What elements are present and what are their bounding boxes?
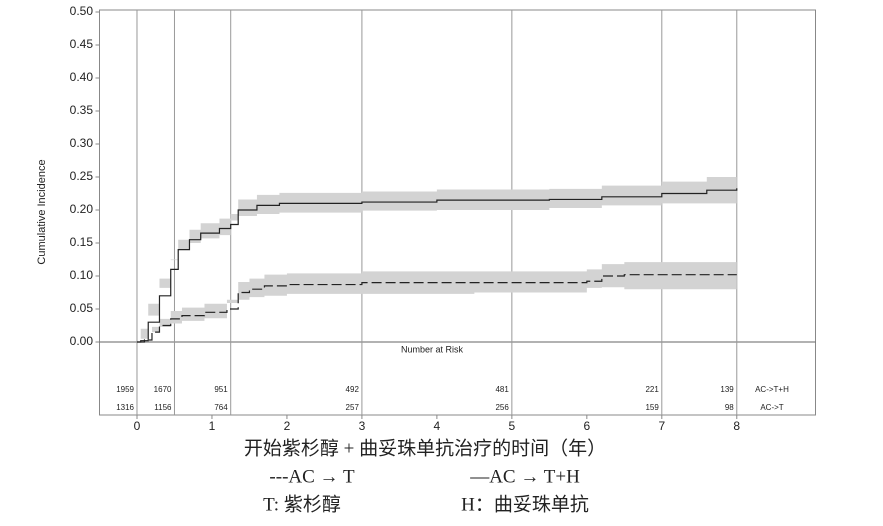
y-tick-label: 0.30 [70, 136, 94, 150]
y-tick-label: 0.00 [70, 334, 94, 348]
x-tick-label: 4 [434, 419, 441, 433]
y-tick-label: 0.05 [70, 301, 94, 315]
x-tick-label: 6 [583, 419, 590, 433]
y-tick-label: 0.10 [70, 268, 94, 282]
legend-entry: ---AC → T [269, 466, 355, 487]
x-tick-label: 8 [733, 419, 740, 433]
x-tick-label: 1 [209, 419, 216, 433]
confidence-band [136, 258, 737, 342]
risk-count: 221 [645, 385, 659, 394]
plot-frame [99, 9, 816, 416]
risk-count: 1670 [154, 385, 172, 394]
risk-count: 492 [346, 385, 360, 394]
note: T: 紫杉醇 [263, 493, 341, 515]
y-tick-label: 0.15 [70, 235, 94, 249]
y-tick-label: 0.40 [70, 70, 94, 84]
incidence-line [136, 274, 737, 343]
risk-count: 1959 [116, 385, 134, 394]
risk-count: 256 [495, 403, 509, 412]
risk-count: 764 [214, 403, 228, 412]
risk-count: 1156 [154, 403, 172, 412]
incidence-line [136, 188, 738, 343]
note: H：曲妥珠单抗 [461, 493, 589, 515]
legend-entry: —AC → T+H [469, 466, 580, 487]
x-tick-label: 7 [658, 419, 665, 433]
y-tick-label: 0.50 [70, 4, 94, 18]
risk-count: 257 [346, 403, 360, 412]
risk-count: 951 [214, 385, 228, 394]
y-axis-label: Cumulative Incidence [36, 159, 48, 264]
x-tick-label: 2 [284, 419, 291, 433]
risk-count: 159 [645, 403, 659, 412]
risk-row-label: AC->T+H [755, 385, 789, 394]
x-tick-label: 3 [359, 419, 366, 433]
y-tick-label: 0.45 [70, 37, 94, 51]
risk-table-title: Number at Risk [401, 344, 464, 354]
x-tick-label: 0 [134, 419, 141, 433]
risk-count: 98 [725, 403, 734, 412]
x-axis-label: 开始紫杉醇 + 曲妥珠单抗治疗的时间（年） [244, 437, 606, 459]
risk-count: 481 [495, 385, 509, 394]
y-tick-label: 0.25 [70, 169, 94, 183]
risk-count: 1316 [116, 403, 134, 412]
risk-count: 139 [720, 385, 734, 394]
risk-row-label: AC->T [760, 403, 783, 412]
y-tick-label: 0.35 [70, 103, 94, 117]
y-tick-label: 0.20 [70, 202, 94, 216]
x-tick-label: 5 [509, 419, 516, 433]
confidence-band [136, 173, 737, 342]
